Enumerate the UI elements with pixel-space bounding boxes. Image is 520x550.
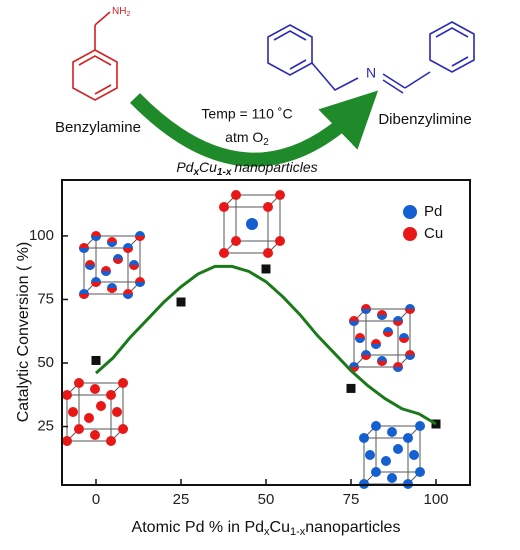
atom-half — [123, 248, 133, 253]
atom — [409, 450, 419, 460]
atom-half — [101, 271, 111, 276]
x-tick-label: 0 — [92, 491, 100, 508]
atom-half — [371, 344, 381, 349]
atom-half — [377, 361, 387, 366]
atom-half — [123, 294, 133, 299]
atom — [381, 456, 391, 466]
atom-half — [405, 309, 415, 314]
atom-half — [349, 321, 359, 326]
legend-label: Pd — [424, 203, 442, 220]
atom-half — [377, 315, 387, 320]
atom — [118, 378, 128, 388]
x-axis-title: Atomic Pd % in PdxCu1-xnanoparticles — [132, 519, 401, 538]
atom-half — [399, 338, 409, 343]
atom — [403, 433, 413, 443]
atom-half — [79, 294, 89, 299]
benzylamine-structure — [72, 11, 118, 101]
atom-half — [129, 265, 139, 270]
imine-atom: N — [366, 65, 376, 81]
atom-half — [79, 248, 89, 253]
atom — [371, 421, 381, 431]
atom-half — [355, 338, 365, 343]
atom-half — [107, 288, 117, 293]
condition-temp: Temp = 110 ˚C — [201, 106, 292, 122]
reactant-name: Benzylamine — [55, 119, 141, 136]
legend-marker — [403, 205, 417, 219]
atom — [106, 390, 116, 400]
x-tick-label: 25 — [173, 491, 190, 508]
unit-cell-icon — [79, 231, 145, 299]
atom — [90, 430, 100, 440]
legend-marker — [403, 227, 417, 241]
y-axis-title: Catalytic Conversion ( %) — [15, 242, 32, 423]
atom-half — [91, 236, 101, 241]
atom — [96, 401, 106, 411]
atom — [263, 248, 273, 258]
atom — [275, 190, 285, 200]
atom-half — [361, 355, 371, 360]
y-tick-label: 25 — [37, 418, 54, 435]
atom-half — [383, 332, 393, 337]
amine-group: NH2 — [112, 6, 130, 18]
atom — [219, 202, 229, 212]
atom — [231, 236, 241, 246]
reaction-arrow — [130, 90, 379, 167]
atom-half — [135, 236, 145, 241]
catalyst: PdxCu1-x nanoparticles — [176, 159, 317, 178]
x-tick-label: 75 — [343, 491, 360, 508]
atom — [219, 248, 229, 258]
atom-half — [405, 355, 415, 360]
atom — [84, 413, 94, 423]
atom-half — [91, 282, 101, 287]
atom-half — [393, 321, 403, 326]
atom — [393, 444, 403, 454]
dibenzylimine-structure — [267, 21, 475, 94]
atom — [263, 202, 273, 212]
atom — [415, 421, 425, 431]
atom — [275, 236, 285, 246]
unit-cell-icon — [359, 421, 425, 489]
atom — [387, 473, 397, 483]
atom — [112, 407, 122, 417]
atom — [74, 424, 84, 434]
fit-line — [94, 264, 437, 426]
atom-half — [85, 265, 95, 270]
y-tick-label: 100 — [29, 227, 54, 244]
atom — [231, 190, 241, 200]
atom — [106, 436, 116, 446]
condition-atmosphere: atm O2 — [225, 129, 269, 148]
product-name: Dibenzylimine — [378, 111, 471, 128]
atom — [359, 433, 369, 443]
x-tick-label: 50 — [258, 491, 275, 508]
unit-cell-icon — [62, 378, 128, 446]
data-point — [346, 383, 356, 393]
y-tick-label: 50 — [37, 354, 54, 371]
x-tick-label: 100 — [423, 491, 448, 508]
atom-half — [135, 282, 145, 287]
atom — [118, 424, 128, 434]
atom-half — [113, 259, 123, 264]
unit-cell-icon — [349, 304, 415, 372]
atom — [387, 427, 397, 437]
atom — [74, 378, 84, 388]
data-point — [91, 355, 101, 365]
y-tick-label: 75 — [37, 290, 54, 307]
data-point — [261, 264, 271, 274]
atom — [62, 436, 72, 446]
atom — [90, 384, 100, 394]
atom-half — [107, 242, 117, 247]
atom — [246, 218, 258, 230]
atom — [365, 450, 375, 460]
unit-cell-icon — [219, 190, 285, 258]
data-point — [176, 297, 186, 307]
atom — [371, 467, 381, 477]
atom — [62, 390, 72, 400]
atom — [68, 407, 78, 417]
atom — [415, 467, 425, 477]
legend-label: Cu — [424, 225, 443, 242]
atom-half — [361, 309, 371, 314]
atom-half — [393, 367, 403, 372]
